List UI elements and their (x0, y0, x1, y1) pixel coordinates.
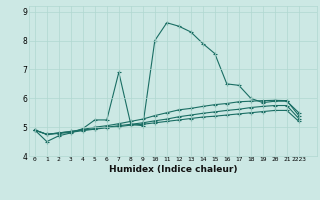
X-axis label: Humidex (Indice chaleur): Humidex (Indice chaleur) (108, 165, 237, 174)
